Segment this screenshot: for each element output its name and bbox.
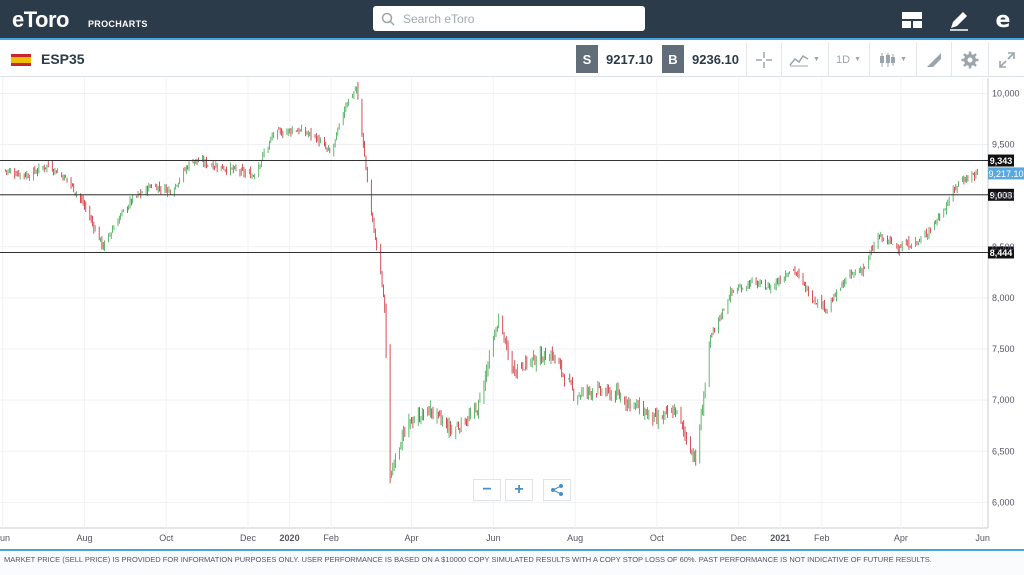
chart-type-icon — [789, 54, 809, 66]
layout-icon[interactable] — [900, 8, 924, 32]
search-icon — [381, 12, 395, 26]
x-tick-label: Dec — [731, 533, 748, 543]
search-placeholder: Search eToro — [403, 11, 475, 26]
y-tick-label: 7,500 — [992, 344, 1015, 354]
x-tick-label: 2020 — [280, 533, 300, 543]
timeframe-label: 1D — [836, 53, 851, 66]
x-tick-label: Apr — [405, 533, 419, 543]
draw-pen-icon[interactable] — [947, 8, 971, 32]
current-price-label: 9,217.10 — [988, 169, 1023, 179]
footer: MARKET PRICE (SELL PRICE) IS PROVIDED FO… — [0, 549, 1024, 575]
x-tick-label: Oct — [650, 533, 665, 543]
y-tick-label: 7,000 — [992, 395, 1015, 405]
expand-icon — [998, 51, 1015, 68]
x-tick-label: Jun — [486, 533, 501, 543]
spain-flag-icon — [11, 54, 31, 66]
x-tick-label: Jun — [975, 533, 990, 543]
level-label-bg — [988, 246, 1014, 259]
buy-price-button[interactable]: B 9236.10 — [662, 45, 747, 73]
timeframe-dropdown[interactable]: 1D ▼ — [828, 42, 868, 77]
y-axis: 10,000 9,500 9,000 8,500 8,000 7,500 7,000 6,50… — [992, 88, 1020, 507]
chevron-down-icon: ▼ — [813, 56, 820, 63]
y-tick-label: 8,500 — [992, 242, 1015, 252]
sell-price-button[interactable]: S 9217.10 — [576, 45, 661, 73]
level-label: 8,444 — [990, 248, 1013, 258]
sell-price: 9217.10 — [606, 51, 653, 67]
level-label: 9,008 — [990, 190, 1013, 200]
sell-badge: S — [576, 45, 598, 73]
procharts-label: PROCHARTS — [88, 19, 148, 29]
chart-grid — [0, 78, 989, 529]
y-tick-label: 8,000 — [992, 293, 1015, 303]
x-tick-label: Oct — [159, 533, 174, 543]
y-tick-label: 9,000 — [992, 191, 1015, 201]
candlestick-series — [4, 81, 978, 484]
x-tick-label: Dec — [240, 533, 257, 543]
candlestick-icon — [880, 52, 896, 67]
top-navigation-bar: eToro PROCHARTS Search eToro e — [0, 0, 1024, 40]
share-button[interactable] — [543, 479, 571, 501]
settings-button[interactable] — [951, 42, 987, 77]
drawing-tools-button[interactable] — [916, 42, 950, 77]
zoom-in-button[interactable]: + — [505, 479, 533, 501]
x-tick-label: 2021 — [770, 533, 790, 543]
chart-toolbar: ESP35 S 9217.10 B 9236.10 ▼ 1D ▼ ▼ — [0, 42, 1024, 77]
disclaimer-text: MARKET PRICE (SELL PRICE) IS PROVIDED FO… — [4, 555, 932, 564]
y-tick-label: 10,000 — [992, 88, 1020, 98]
level-label-bg — [988, 188, 1014, 201]
horizontal-levels: 9,343 9,008 8,444 9,217.10 — [0, 154, 1024, 259]
instrument-symbol[interactable]: ESP35 — [41, 51, 85, 67]
crosshair-icon — [755, 51, 772, 68]
chevron-down-icon: ▼ — [900, 56, 907, 63]
etoro-logo[interactable]: eToro — [12, 7, 69, 32]
x-axis: Jun Aug Oct Dec 2020 Feb Apr Jun Aug Oct Dec 2021 Fe… — [0, 533, 990, 543]
x-tick-label: Feb — [814, 533, 830, 543]
price-chart[interactable]: 9,343 9,008 8,444 9,217.10 10,000 9,500 9,000… — [0, 78, 1024, 548]
buy-price: 9236.10 — [692, 51, 739, 67]
crosshair-button[interactable] — [746, 42, 780, 77]
fullscreen-button[interactable] — [988, 42, 1024, 77]
x-tick-label: Aug — [76, 533, 92, 543]
x-tick-label: Aug — [567, 533, 583, 543]
chart-type-dropdown[interactable]: ▼ — [781, 42, 827, 77]
y-tick-label: 9,500 — [992, 139, 1015, 149]
level-label: 9,343 — [990, 156, 1013, 166]
share-icon — [551, 484, 563, 496]
level-label-bg — [988, 154, 1014, 167]
etoro-e-icon[interactable]: e — [995, 7, 1011, 33]
buy-badge: B — [662, 45, 684, 73]
x-tick-label: Jun — [0, 533, 10, 543]
y-tick-label: 6,500 — [992, 446, 1015, 456]
y-tick-label: 6,000 — [992, 497, 1015, 507]
search-input[interactable]: Search eToro — [373, 6, 645, 31]
x-tick-label: Apr — [894, 533, 908, 543]
x-tick-label: Feb — [323, 533, 339, 543]
gear-icon — [961, 51, 978, 68]
current-price-bg — [988, 167, 1024, 180]
indicators-dropdown[interactable]: ▼ — [869, 42, 915, 77]
ruler-pen-icon — [926, 52, 941, 67]
zoom-out-button[interactable]: − — [473, 479, 501, 501]
chevron-down-icon: ▼ — [854, 56, 861, 63]
